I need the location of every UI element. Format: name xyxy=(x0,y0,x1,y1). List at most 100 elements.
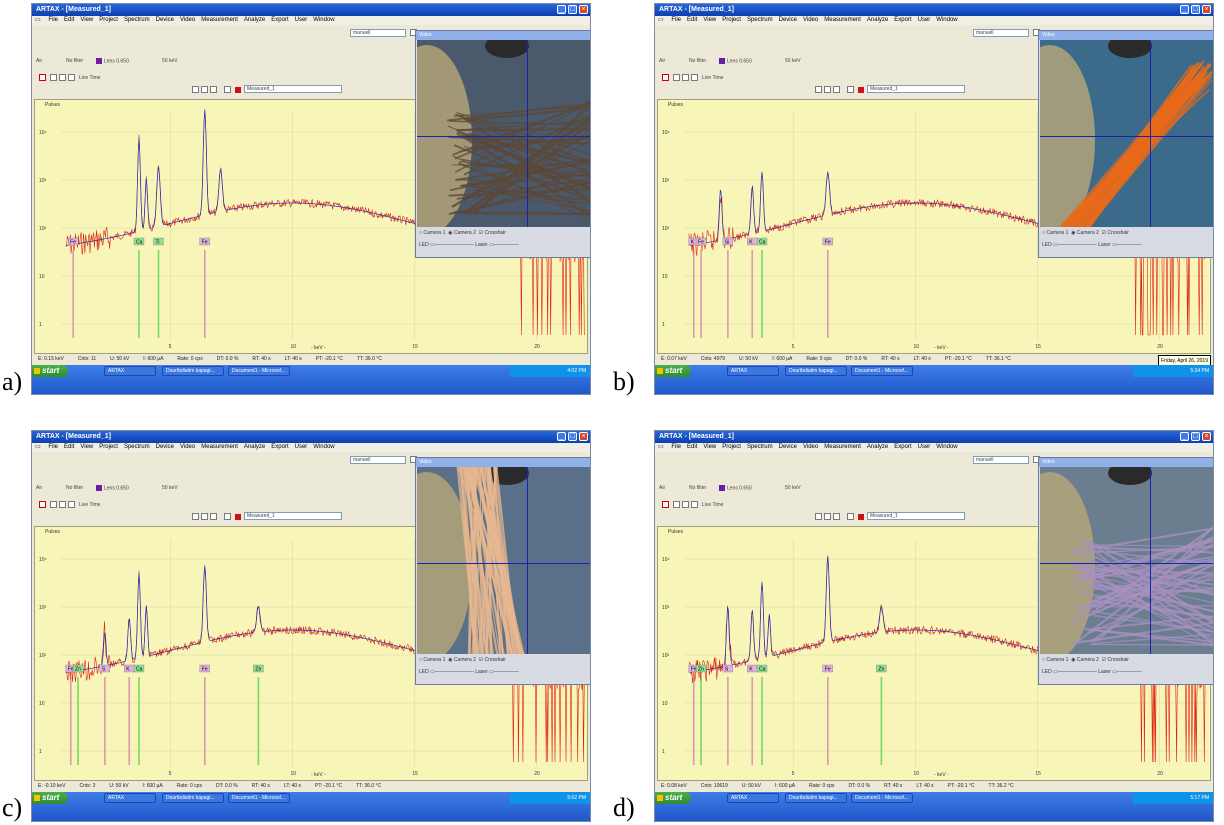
voltage-selector[interactable]: 50 keV xyxy=(785,485,801,491)
spectrum-selector[interactable]: Measured_1 xyxy=(244,85,342,93)
menu-item-file[interactable]: File xyxy=(671,17,682,23)
save-icon[interactable] xyxy=(201,513,208,520)
menu-item-user[interactable]: User xyxy=(294,17,308,23)
pause-icon[interactable] xyxy=(59,74,66,81)
measure-start-icon[interactable] xyxy=(662,74,669,81)
video-window[interactable]: Video ○ Camera 1 ◉ Camera 2 ☑ Crosshair … xyxy=(1038,457,1213,685)
tray-clock[interactable]: 4:02 PM xyxy=(567,368,586,374)
element-label-box[interactable] xyxy=(756,664,768,673)
menu-item-device[interactable]: Device xyxy=(778,444,797,450)
tray-clock[interactable]: 5:34 PM xyxy=(1190,368,1209,374)
taskbar-item-doc-a[interactable]: Dourtbdiatim kapagi... xyxy=(785,366,847,376)
element-label-box[interactable] xyxy=(695,664,707,673)
measure-start-icon[interactable] xyxy=(39,501,46,508)
menu-item-spectrum[interactable]: Spectrum xyxy=(746,444,773,450)
close-button[interactable]: × xyxy=(579,432,588,441)
video-window[interactable]: Video ○ Camera 1 ◉ Camera 2 ☑ Crosshair … xyxy=(415,457,590,685)
maximize-button[interactable]: □ xyxy=(1191,5,1200,14)
stop-icon[interactable] xyxy=(691,501,698,508)
menu-item-analyze[interactable]: Analyze xyxy=(866,17,889,23)
stop-icon[interactable] xyxy=(691,74,698,81)
menu-item-project[interactable]: Project xyxy=(99,444,118,450)
maximize-button[interactable]: □ xyxy=(568,5,577,14)
delete-icon[interactable] xyxy=(847,513,854,520)
maximize-button[interactable]: □ xyxy=(568,432,577,441)
camera1-radio[interactable]: ○ xyxy=(419,657,424,663)
app-menu-icon[interactable]: ▭ xyxy=(658,444,664,450)
start-button[interactable]: start xyxy=(655,792,691,804)
open-icon[interactable] xyxy=(815,513,822,520)
menu-item-project[interactable]: Project xyxy=(722,444,741,450)
element-label-box[interactable] xyxy=(199,664,210,673)
led-slider[interactable]: ▭─────────── xyxy=(1053,669,1099,675)
crosshair-checkbox[interactable]: ☑ xyxy=(1100,230,1108,236)
element-label-box[interactable] xyxy=(822,664,833,673)
menu-item-view[interactable]: View xyxy=(80,444,94,450)
camera1-radio[interactable]: ○ xyxy=(419,230,424,236)
led-slider[interactable]: ▭─────────── xyxy=(430,242,476,248)
taskbar-item-artax[interactable]: ARTAX xyxy=(727,793,779,803)
method-combo[interactable]: manuell xyxy=(973,29,1029,37)
element-label-box[interactable] xyxy=(722,664,734,673)
menu-item-file[interactable]: File xyxy=(671,444,682,450)
element-label-box[interactable] xyxy=(199,237,210,246)
menu-item-measurement[interactable]: Measurement xyxy=(201,17,238,23)
menu-item-edit[interactable]: Edit xyxy=(687,444,698,450)
menu-item-measurement[interactable]: Measurement xyxy=(824,17,861,23)
play-icon[interactable] xyxy=(50,74,57,81)
print-icon[interactable] xyxy=(833,86,840,93)
taskbar-item-doc-b[interactable]: Document1 - Microsof... xyxy=(228,793,290,803)
taskbar-item-artax[interactable]: ARTAX xyxy=(727,366,779,376)
menu-item-window[interactable]: Window xyxy=(313,17,335,23)
menu-item-spectrum[interactable]: Spectrum xyxy=(746,17,773,23)
start-button[interactable]: start xyxy=(655,365,691,377)
pause-icon[interactable] xyxy=(59,501,66,508)
open-icon[interactable] xyxy=(192,513,199,520)
menu-item-window[interactable]: Window xyxy=(936,444,958,450)
close-button[interactable]: × xyxy=(1202,432,1211,441)
play-icon[interactable] xyxy=(50,501,57,508)
menu-item-video[interactable]: Video xyxy=(179,444,196,450)
laser-slider[interactable]: ▭─────── xyxy=(489,242,519,248)
menu-item-edit[interactable]: Edit xyxy=(64,17,75,23)
atmosphere-selector[interactable]: Air xyxy=(36,58,43,64)
print-icon[interactable] xyxy=(210,86,217,93)
delete-icon[interactable] xyxy=(224,513,231,520)
menu-item-device[interactable]: Device xyxy=(155,444,174,450)
crosshair-checkbox[interactable]: ☑ xyxy=(477,657,485,663)
menu-item-analyze[interactable]: Analyze xyxy=(866,444,889,450)
element-label-box[interactable] xyxy=(722,237,734,246)
crosshair-checkbox[interactable]: ☑ xyxy=(1100,657,1108,663)
menu-item-device[interactable]: Device xyxy=(778,17,797,23)
lens-selector[interactable]: Lens 0.650 xyxy=(96,58,129,64)
lens-selector[interactable]: Lens 0.650 xyxy=(96,485,129,491)
menu-item-user[interactable]: User xyxy=(294,444,308,450)
filter-selector[interactable]: No filter xyxy=(66,485,84,491)
open-icon[interactable] xyxy=(192,86,199,93)
pause-icon[interactable] xyxy=(682,501,689,508)
measure-start-icon[interactable] xyxy=(39,74,46,81)
lens-selector[interactable]: Lens 0.650 xyxy=(719,58,752,64)
tray-clock[interactable]: 5:02 PM xyxy=(567,795,586,801)
stop-icon[interactable] xyxy=(68,501,75,508)
taskbar-item-doc-a[interactable]: Dourtbdiatim kapagi... xyxy=(162,793,224,803)
menu-item-video[interactable]: Video xyxy=(802,17,819,23)
filter-selector[interactable]: No filter xyxy=(66,58,84,64)
menu-item-view[interactable]: View xyxy=(80,17,94,23)
app-menu-icon[interactable]: ▭ xyxy=(35,17,41,23)
measure-start-icon[interactable] xyxy=(662,501,669,508)
camera1-radio[interactable]: ○ xyxy=(1042,657,1047,663)
menu-item-spectrum[interactable]: Spectrum xyxy=(123,17,150,23)
voltage-selector[interactable]: 50 keV xyxy=(785,58,801,64)
camera2-radio[interactable]: ◉ xyxy=(1069,657,1077,663)
maximize-button[interactable]: □ xyxy=(1191,432,1200,441)
menu-item-export[interactable]: Export xyxy=(894,444,912,450)
save-icon[interactable] xyxy=(824,86,831,93)
menu-item-edit[interactable]: Edit xyxy=(64,444,75,450)
menu-item-user[interactable]: User xyxy=(917,17,931,23)
menu-item-device[interactable]: Device xyxy=(155,17,174,23)
delete-icon[interactable] xyxy=(224,86,231,93)
open-icon[interactable] xyxy=(815,86,822,93)
voltage-selector[interactable]: 50 keV xyxy=(162,485,178,491)
menu-item-export[interactable]: Export xyxy=(894,17,912,23)
